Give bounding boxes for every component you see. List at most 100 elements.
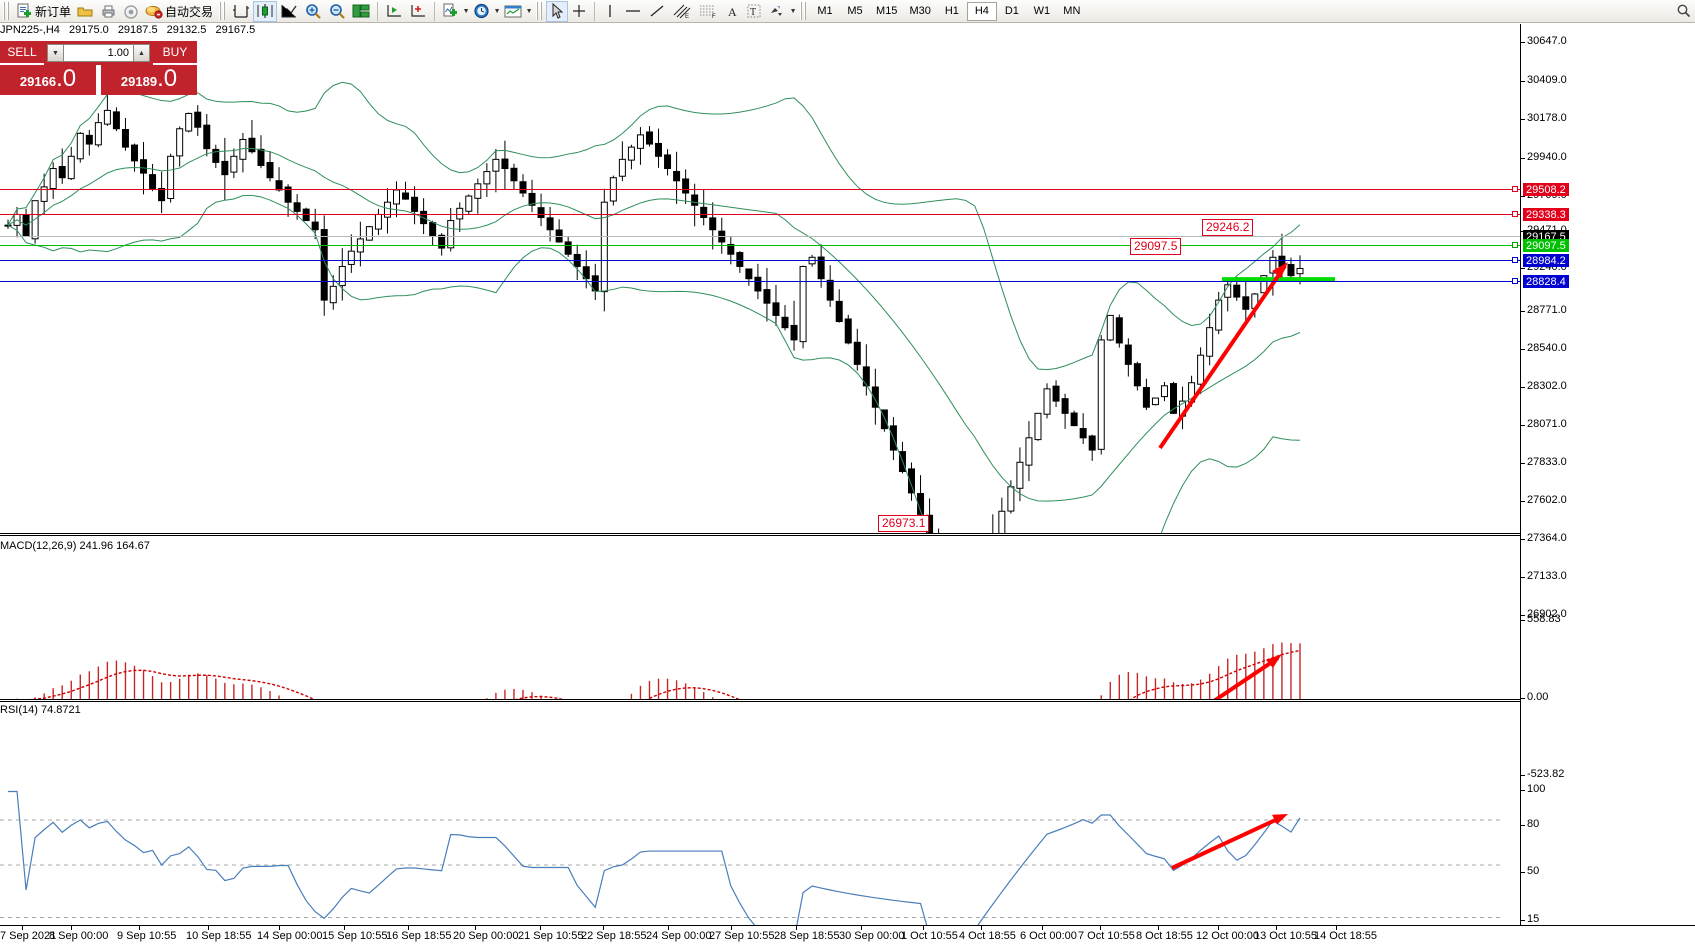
price-chart-pane[interactable]: [0, 38, 1520, 535]
toolbar-grip[interactable]: [3, 2, 10, 20]
timeframe-m1[interactable]: M1: [817, 5, 833, 17]
price-level-label-28984.2[interactable]: 28984.2: [1512, 254, 1569, 267]
templates-dropdown-arrow[interactable]: ▼: [525, 7, 533, 15]
rsi-pane[interactable]: [0, 703, 1520, 925]
toolbar-separator-1: [377, 1, 379, 21]
one-click-trading-panel[interactable]: SELL ▼ 1.00 ▲ BUY 29166.0 29189.0: [0, 41, 197, 95]
volume-up-button[interactable]: ▲: [133, 44, 150, 62]
level-line-28828.4[interactable]: [0, 281, 1520, 282]
svg-text:T: T: [750, 7, 756, 18]
svg-text:A: A: [728, 5, 737, 19]
price-scale[interactable]: 30647.030409.030178.029940.029709.029471…: [1512, 24, 1695, 945]
ohlc-open: 29175.0: [68, 24, 109, 36]
search-icon[interactable]: [1676, 3, 1691, 18]
auto-trading-button[interactable]: 自动交易: [142, 1, 216, 22]
horizontal-line-icon[interactable]: [621, 1, 645, 22]
server-signal-icon[interactable]: [120, 1, 142, 22]
folder-icon[interactable]: [74, 1, 97, 22]
vertical-line-icon[interactable]: [599, 1, 621, 22]
svg-text:E: E: [685, 14, 689, 19]
period-dropdown-arrow[interactable]: ▼: [493, 7, 501, 15]
timeframe-m15[interactable]: M15: [876, 5, 898, 17]
print-icon[interactable]: [97, 1, 120, 22]
indicators-dropdown-arrow[interactable]: ▼: [462, 7, 470, 15]
sell-price[interactable]: 29166.0: [0, 65, 96, 95]
toolbar-grip-3[interactable]: [536, 2, 544, 20]
sell-button[interactable]: SELL: [0, 41, 44, 65]
pane-separator-2: [0, 699, 1520, 702]
timeframe-w1[interactable]: W1: [1033, 5, 1051, 17]
timeframe-mn[interactable]: MN: [1063, 5, 1081, 17]
macd-pane[interactable]: [0, 537, 1520, 700]
crosshair-icon[interactable]: [568, 1, 590, 22]
sell-price-integer: 29166: [19, 74, 57, 89]
auto-scroll-icon[interactable]: [406, 1, 430, 22]
volume-stepper[interactable]: ▼ 1.00 ▲: [44, 41, 153, 65]
new-order-button[interactable]: 新订单: [13, 1, 74, 22]
macd-indicator-label: MACD(12,26,9) 241.96 164.67: [0, 540, 150, 552]
line-chart-icon[interactable]: [277, 1, 301, 22]
rsi-indicator-label: RSI(14) 74.8721: [0, 704, 81, 716]
timeframe-h1[interactable]: H1: [944, 5, 959, 17]
price-level-label-29338.3[interactable]: 29338.3: [1512, 208, 1569, 221]
text-label-icon[interactable]: T: [743, 1, 765, 22]
timeframe-m5[interactable]: M5: [847, 5, 863, 17]
timeframe-h4[interactable]: H4: [966, 1, 997, 21]
price-level-label-28828.4[interactable]: 28828.4: [1512, 275, 1569, 288]
templates-icon[interactable]: [501, 1, 525, 22]
price-level-label-29508.2[interactable]: 29508.2: [1512, 183, 1569, 196]
macd-canvas: [7, 642, 1301, 700]
auto-trading-label: 自动交易: [165, 4, 214, 19]
toolbar-separator-2: [434, 1, 436, 21]
level-line-29338.3[interactable]: [0, 214, 1520, 215]
candlestick-chart-icon[interactable]: [253, 0, 278, 22]
chart-annotation-29246.2[interactable]: 29246.2: [1202, 219, 1254, 236]
symbol-ohlc-bar: JPN225-,H4 29175.0 29187.5 29132.5 29167…: [0, 24, 1695, 37]
shapes-dropdown-arrow[interactable]: ▼: [789, 7, 797, 15]
chart-shift-icon[interactable]: [382, 1, 406, 22]
level-line-29167.5[interactable]: [0, 236, 1520, 237]
equidistant-channel-icon[interactable]: E: [669, 1, 695, 22]
timeframe-m30[interactable]: M30: [909, 5, 931, 17]
rsi-canvas: [0, 790, 1500, 925]
price-chart-canvas: [4, 81, 1335, 535]
ohlc-low: 29132.5: [166, 24, 207, 36]
volume-down-button[interactable]: ▼: [47, 44, 64, 62]
buy-price-decimal: .0: [157, 65, 178, 92]
pane-separator-1: [0, 533, 1520, 536]
price-divider: [96, 65, 101, 95]
level-line-29508.2[interactable]: [0, 189, 1520, 190]
period-clock-icon[interactable]: [470, 1, 493, 22]
tile-windows-icon[interactable]: [349, 1, 373, 22]
text-icon[interactable]: A: [721, 1, 743, 22]
arrows-shapes-icon[interactable]: [765, 1, 789, 22]
cursor-pointer-icon[interactable]: [546, 0, 569, 22]
svg-text:F: F: [712, 14, 716, 19]
toolbar-grip-2[interactable]: [219, 2, 227, 20]
level-line-29097.5[interactable]: [0, 245, 1520, 246]
toolbar-separator-3: [594, 1, 596, 21]
buy-price-integer: 29189: [120, 74, 158, 89]
trendline-icon[interactable]: [645, 1, 669, 22]
new-order-label: 新订单: [35, 4, 72, 19]
fibonacci-icon[interactable]: F: [695, 1, 721, 22]
main-toolbar: 新订单 自动交易: [0, 0, 1695, 23]
indicators-icon[interactable]: [439, 1, 462, 22]
buy-button[interactable]: BUY: [153, 41, 197, 65]
zoom-out-icon[interactable]: [325, 1, 349, 22]
chart-annotation-26973.1[interactable]: 26973.1: [878, 515, 930, 532]
ohlc-high: 29187.5: [117, 24, 158, 36]
timeframe-d1[interactable]: D1: [1004, 5, 1019, 17]
ohlc-close: 29167.5: [215, 24, 256, 36]
price-level-label-29097.5[interactable]: 29097.5: [1512, 239, 1569, 252]
sell-price-decimal: .0: [56, 65, 77, 92]
chart-annotation-29097.5[interactable]: 29097.5: [1130, 238, 1182, 255]
symbol-name: JPN225-,H4: [0, 24, 60, 36]
volume-input[interactable]: 1.00: [64, 44, 133, 62]
bar-chart-icon[interactable]: [229, 1, 253, 22]
level-line-28984.2[interactable]: [0, 260, 1520, 261]
toolbar-grip-4[interactable]: [800, 2, 808, 20]
buy-price[interactable]: 29189.0: [101, 65, 197, 95]
zoom-in-icon[interactable]: [301, 1, 325, 22]
time-scale[interactable]: 7 Sep 2021 8 Sep 00:00 9 Sep 10:55 10 Sep 1…: [0, 925, 1695, 949]
